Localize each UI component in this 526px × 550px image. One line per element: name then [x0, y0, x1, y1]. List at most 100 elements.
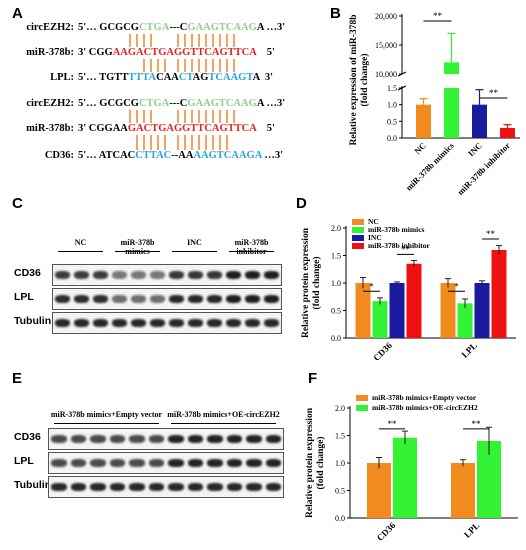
sequence-name: CD36:: [44, 150, 74, 161]
sequence-segment: 5'… TGTT: [78, 72, 129, 83]
sequence-segment: AAGTCAAGA: [193, 150, 262, 161]
x-tick-label: LPL: [459, 340, 478, 359]
blot-group-underline: [172, 251, 217, 252]
blot-strip: [48, 428, 284, 450]
blot-band: [51, 483, 67, 491]
sequence-segment: CAA: [156, 72, 179, 83]
blot-band: [265, 435, 281, 443]
blot-band: [226, 459, 242, 467]
y-tick-label: 2.0: [331, 224, 341, 233]
legend-label: miR-378b mimics+Empty vector: [372, 393, 477, 402]
blot-band: [245, 319, 260, 327]
blot-band: [264, 319, 279, 327]
legend-label: NC: [368, 217, 379, 226]
sequence-segment: …3': [261, 150, 283, 161]
blot-group-underline: [115, 251, 160, 252]
blot-strip: [48, 452, 284, 474]
bar: [457, 303, 473, 338]
y-tick-label: 0.0: [331, 334, 341, 343]
sequence-segment: 5'… GCGCG: [78, 22, 139, 33]
x-tick-label: LPL: [462, 520, 481, 539]
y-tick-label: 1.5: [331, 252, 341, 261]
y-tick-label: 15,000: [375, 41, 397, 50]
bar: [491, 250, 507, 338]
sequence-row: circEZH2: 5'… GCGCGCTGA---CGAAGTCAAGA …3': [12, 22, 285, 33]
panel-label-e: E: [12, 370, 23, 387]
sequence-segment: CTGA: [138, 98, 170, 109]
blot-group-underline: [229, 251, 274, 252]
blot-band: [264, 295, 279, 303]
y-axis-title: (fold change): [359, 53, 370, 106]
blot-band: [187, 483, 203, 491]
blot-band: [207, 459, 223, 467]
blot-strip: [52, 288, 282, 310]
blot-band: [207, 483, 223, 491]
blot-band: [112, 271, 127, 279]
legend-swatch: [352, 219, 364, 225]
bar: [372, 301, 388, 338]
blot-band: [188, 295, 203, 303]
blot-band: [207, 319, 222, 327]
blot-group-label: miR-378b mimics+OE-circEZH2: [167, 410, 280, 419]
blot-band: [207, 271, 222, 279]
blot-band: [245, 295, 260, 303]
blot-band: [129, 483, 145, 491]
bar: [389, 283, 405, 338]
significance-label: **: [489, 88, 499, 98]
legend-swatch: [356, 395, 368, 401]
sequence-segment: 3' CGG: [78, 47, 113, 58]
sequence-segment: AG: [192, 72, 209, 83]
blot-band: [93, 271, 108, 279]
blot-strip: [48, 476, 284, 498]
blot-row-label: LPL: [14, 455, 34, 467]
y-tick-label: 10,000: [375, 70, 397, 79]
blot-group-underline: [171, 423, 276, 424]
sequence-segment: A …3': [256, 98, 286, 109]
blot-row-label: Tubulin: [14, 315, 52, 327]
y-tick-label: 0.0: [335, 514, 345, 523]
panel-label-d: D: [296, 195, 307, 212]
blot-band: [226, 319, 241, 327]
blot-band: [70, 483, 86, 491]
blot-band: [131, 319, 146, 327]
significance-label: **: [472, 419, 482, 429]
blot-group-underline: [54, 423, 159, 424]
y-tick-label: 0.5: [387, 117, 397, 126]
blot-band: [168, 459, 184, 467]
legend-swatch: [356, 405, 368, 411]
blot-band: [188, 319, 203, 327]
chart-b-mir378b-expression: Relative expression of miR-378b (fold cha…: [349, 11, 520, 197]
blot-group-underline: [58, 251, 103, 252]
significance-label: **: [401, 244, 411, 254]
y-axis-title: (fold change): [315, 436, 326, 489]
sequence-segment: GAAGTCAAG: [187, 98, 257, 109]
y-tick-label: 1.0: [335, 459, 345, 468]
legend-label: miR-378b mimics: [368, 225, 425, 234]
sequence-segment: TTTA: [128, 72, 157, 83]
sequence-segment: CTTAC: [135, 150, 172, 161]
blot-band: [226, 295, 241, 303]
blot-band: [148, 435, 164, 443]
bar: [440, 283, 456, 338]
chart-d-protein-expression: Relative protein expression (fold change)…: [301, 217, 516, 363]
blot-band: [226, 483, 242, 491]
blot-band: [129, 435, 145, 443]
sequence-segment: CTGA: [138, 22, 170, 33]
blot-group-label: INC: [187, 238, 202, 247]
sequence-segment: ---C: [169, 98, 188, 109]
panel-label-a: A: [12, 5, 23, 22]
blot-band: [148, 459, 164, 467]
legend-label: miR-378b inhibitor: [368, 241, 431, 250]
x-tick-label: CD36: [375, 520, 398, 543]
blot-band: [246, 483, 262, 491]
chart-f-protein-expression: Relative protein expression (fold change)…: [305, 393, 518, 543]
y-tick-label: 0.0: [387, 134, 397, 143]
sequence-segment: 5'… ATCAC: [78, 150, 136, 161]
blot-band: [70, 459, 86, 467]
y-axis-title: (fold change): [311, 256, 322, 309]
sequence-segment: AAGACTGAGGTTCAGTTCA: [112, 47, 257, 58]
y-tick-label: 0.5: [331, 307, 341, 316]
blot-band: [150, 271, 165, 279]
x-tick-label: miR-378b mimics: [404, 140, 457, 193]
bar: [500, 128, 515, 138]
